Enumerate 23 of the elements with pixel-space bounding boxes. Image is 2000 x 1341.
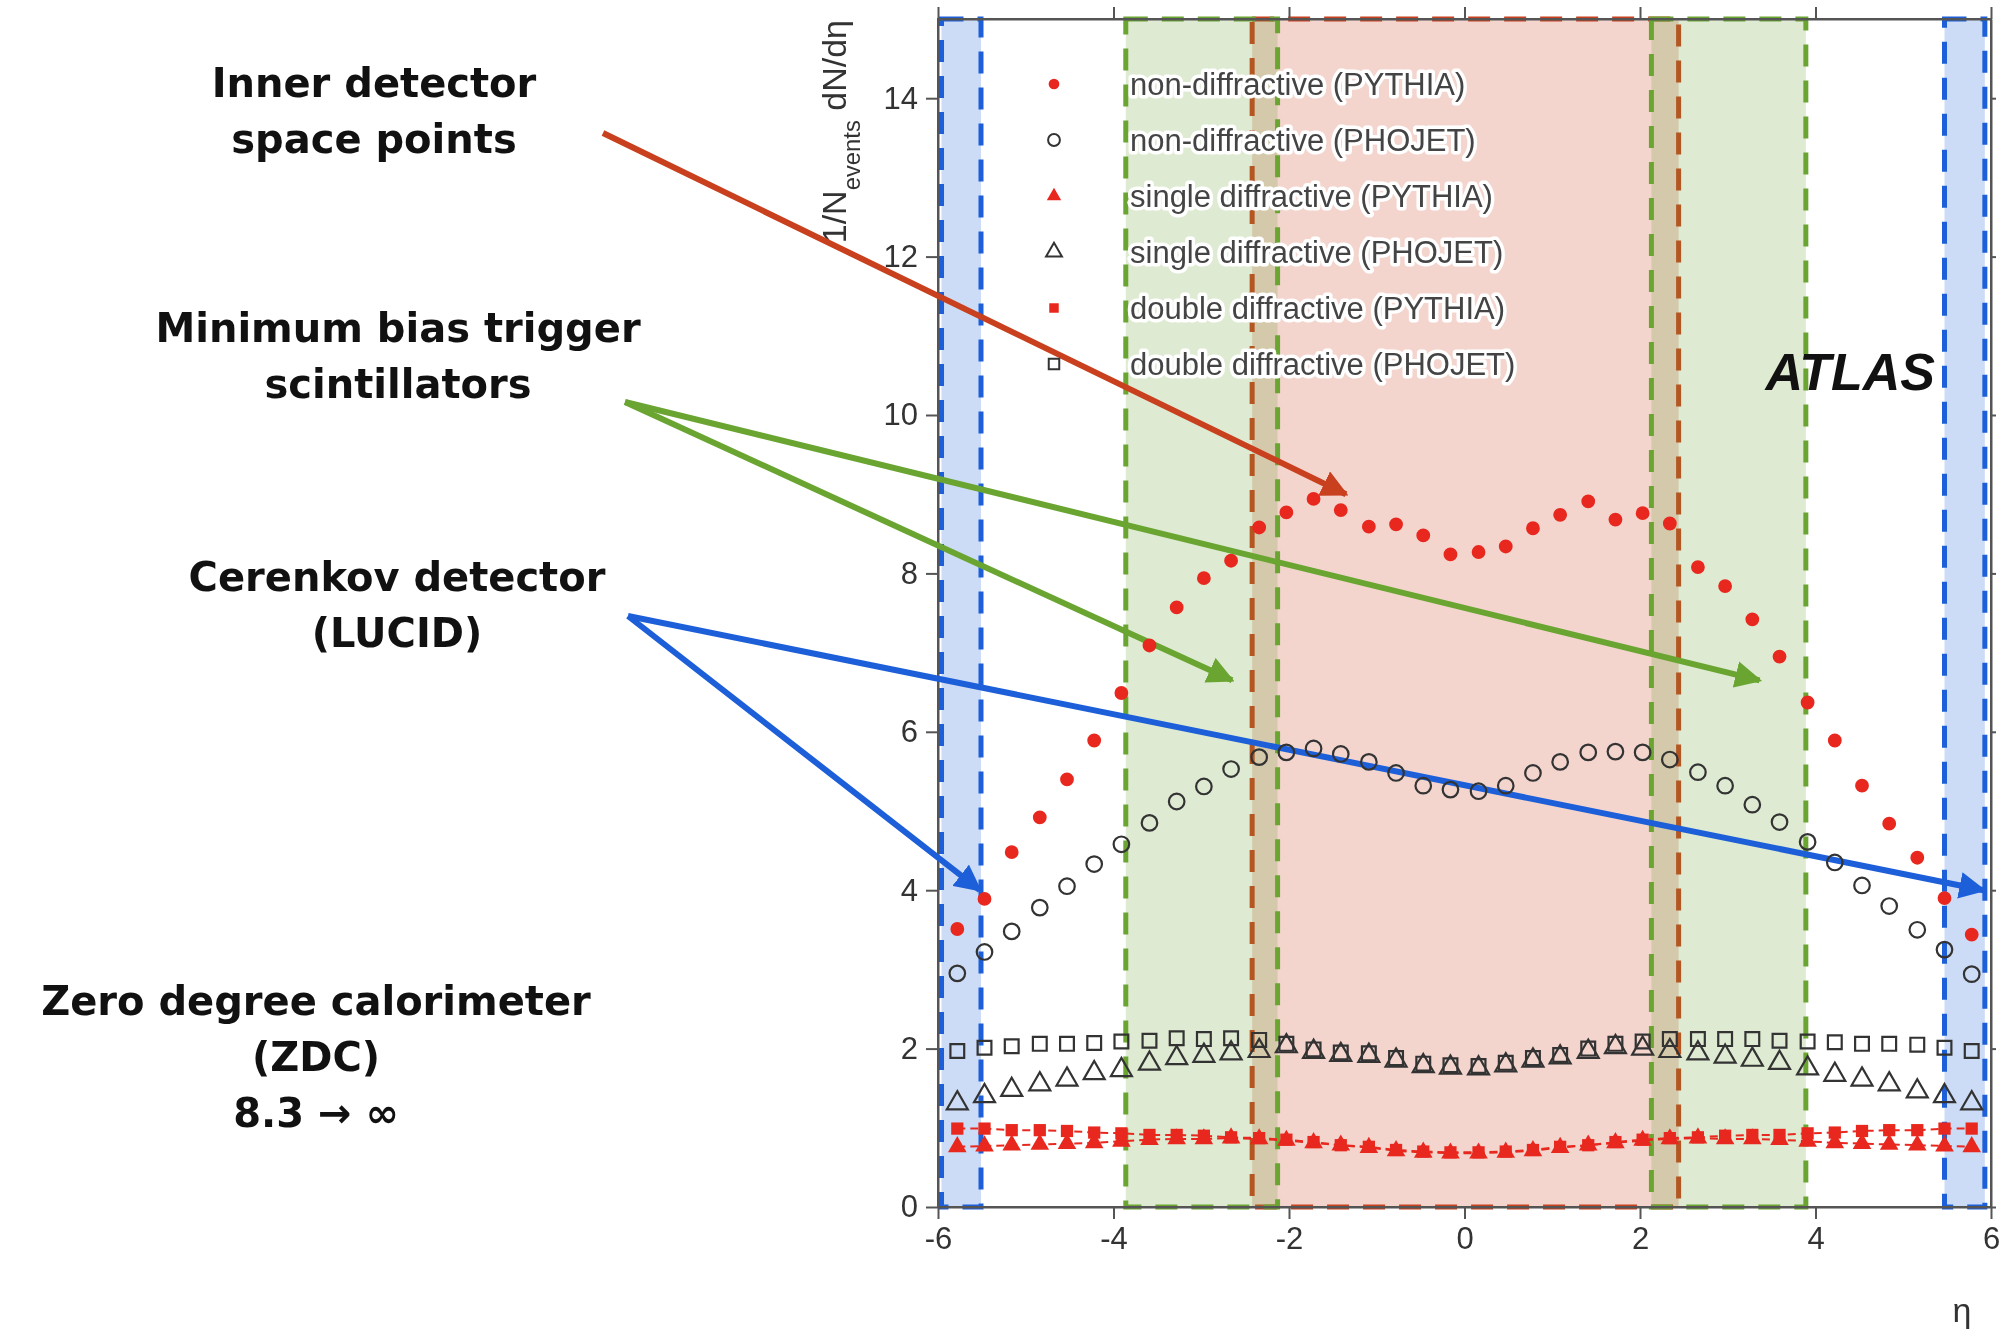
- text: Cerenkov detector (LUCID): [188, 554, 606, 656]
- y-tick-label: 0: [900, 1189, 918, 1225]
- y-tick-label: 14: [883, 80, 918, 116]
- legend-label: double diffractive (PHOJET): [1130, 347, 1516, 382]
- y-tick-label: 2: [900, 1031, 918, 1067]
- y-tick-label: 12: [883, 239, 918, 275]
- legend-label: non-diffractive (PYTHIA): [1130, 67, 1466, 102]
- text: Inner detector space points: [211, 60, 537, 162]
- x-tick-label: 2: [1631, 1221, 1650, 1257]
- text: ATLAS: [1763, 343, 1936, 401]
- x-tick-label: 6: [1982, 1221, 2000, 1257]
- y-tick-label: 10: [883, 397, 918, 433]
- x-tick-label: -2: [1275, 1221, 1304, 1257]
- x-axis-title: η: [1952, 1291, 1972, 1329]
- x-tick-label: 4: [1807, 1221, 1825, 1257]
- y-tick-label: 6: [900, 714, 918, 750]
- text: Zero degree calorimeter (ZDC) 8.3 → ∞: [41, 978, 592, 1136]
- x-tick-label: 0: [1456, 1221, 1474, 1257]
- y-tick-label: 4: [900, 872, 918, 908]
- x-tick-label: -4: [1100, 1221, 1128, 1257]
- y-tick-label: 8: [900, 555, 918, 591]
- x-tick-label: -6: [924, 1221, 953, 1257]
- text: Minimum bias trigger scintillators: [155, 305, 641, 407]
